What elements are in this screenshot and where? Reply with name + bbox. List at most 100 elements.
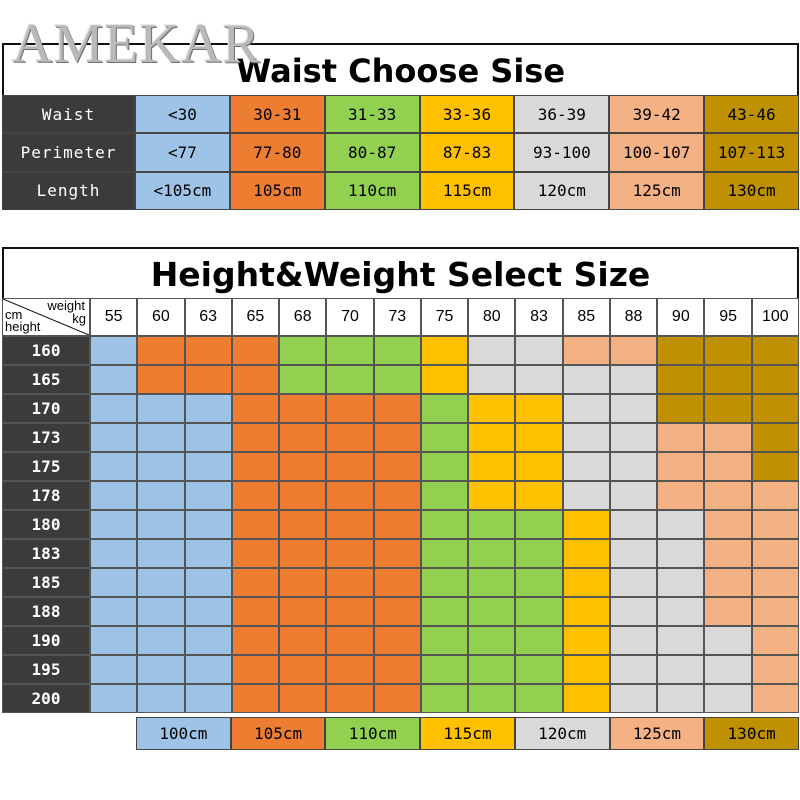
size-cell [231, 684, 280, 713]
size-cell [704, 365, 752, 394]
size-cell [657, 626, 705, 655]
size-cell [231, 655, 280, 684]
size-cell [90, 597, 138, 626]
size-cell [184, 452, 232, 481]
size-cell [184, 568, 232, 597]
size-cell [468, 539, 516, 568]
size-cell [420, 336, 469, 365]
length-cell: 130cm [704, 171, 799, 210]
size-cell [373, 510, 421, 539]
size-cell [373, 452, 421, 481]
length-cell: 125cm [609, 171, 705, 210]
size-cell [184, 394, 232, 423]
height-header-cell: 180 [2, 510, 90, 539]
size-cell [137, 655, 185, 684]
size-cell [515, 510, 563, 539]
size-cell [420, 684, 469, 713]
size-cell [562, 394, 610, 423]
size-cell [279, 539, 327, 568]
weight-header-cell: 80 [468, 298, 516, 336]
size-cell [515, 394, 563, 423]
size-cell [468, 452, 516, 481]
size-cell [279, 394, 327, 423]
waist-cell: 36-39 [514, 95, 610, 134]
size-cell [420, 423, 469, 452]
weight-header-cell: 90 [657, 298, 705, 336]
height-header-cell: 200 [2, 684, 90, 713]
height-header-cell: 195 [2, 655, 90, 684]
size-cell [562, 336, 610, 365]
size-cell [704, 597, 752, 626]
weight-header-cell: 60 [137, 298, 185, 336]
size-cell [373, 568, 421, 597]
size-cell [562, 481, 610, 510]
size-cell [373, 336, 421, 365]
size-cell [751, 684, 799, 713]
weight-header-cell: 65 [231, 298, 280, 336]
size-cell [420, 539, 469, 568]
size-cell [279, 597, 327, 626]
legend-item: 110cm [325, 717, 421, 750]
size-cell [704, 568, 752, 597]
waist-cell: 39-42 [609, 95, 705, 134]
size-cell [609, 452, 658, 481]
size-cell [515, 452, 563, 481]
size-cell [326, 510, 374, 539]
size-cell [704, 336, 752, 365]
size-cell [137, 597, 185, 626]
size-cell [279, 684, 327, 713]
size-cell [137, 336, 185, 365]
length-cell: 115cm [419, 171, 515, 210]
size-cell [657, 394, 705, 423]
size-cell [515, 568, 563, 597]
size-cell [137, 423, 185, 452]
size-cell [326, 452, 374, 481]
size-cell [420, 655, 469, 684]
size-cell [751, 394, 799, 423]
size-cell [562, 452, 610, 481]
size-cell [420, 597, 469, 626]
size-cell [704, 510, 752, 539]
size-cell [751, 568, 799, 597]
height-header-cell: 160 [2, 336, 90, 365]
size-cell [609, 655, 658, 684]
size-cell [609, 423, 658, 452]
size-cell [751, 365, 799, 394]
waist-cell: 33-36 [419, 95, 515, 134]
size-cell [326, 423, 374, 452]
height-header-cell: 188 [2, 597, 90, 626]
legend-item: 115cm [420, 717, 515, 750]
size-cell [751, 539, 799, 568]
size-cell [468, 365, 516, 394]
size-cell [373, 365, 421, 394]
size-cell [279, 423, 327, 452]
size-cell [231, 510, 280, 539]
size-cell [704, 684, 752, 713]
size-cell [468, 336, 516, 365]
size-cell [515, 481, 563, 510]
size-cell [704, 626, 752, 655]
size-cell [751, 510, 799, 539]
size-cell [468, 481, 516, 510]
size-cell [326, 597, 374, 626]
perimeter-cell: 87-83 [419, 133, 515, 172]
weight-header-cell: 68 [279, 298, 327, 336]
size-cell [231, 365, 280, 394]
size-cell [657, 336, 705, 365]
weight-header-cell: 95 [704, 298, 752, 336]
size-cell [468, 423, 516, 452]
size-cell [90, 452, 138, 481]
waist-cell: <30 [135, 95, 230, 134]
weight-header-cell: 73 [373, 298, 421, 336]
size-cell [468, 684, 516, 713]
weight-header-cell: 63 [184, 298, 232, 336]
size-cell [468, 394, 516, 423]
perimeter-cell: 77-80 [229, 133, 325, 172]
size-cell [373, 597, 421, 626]
size-cell [468, 655, 516, 684]
size-cell [231, 539, 280, 568]
size-cell [184, 423, 232, 452]
size-cell [609, 626, 658, 655]
size-cell [231, 423, 280, 452]
corner-header-cell: weight kg cm height [2, 298, 90, 336]
